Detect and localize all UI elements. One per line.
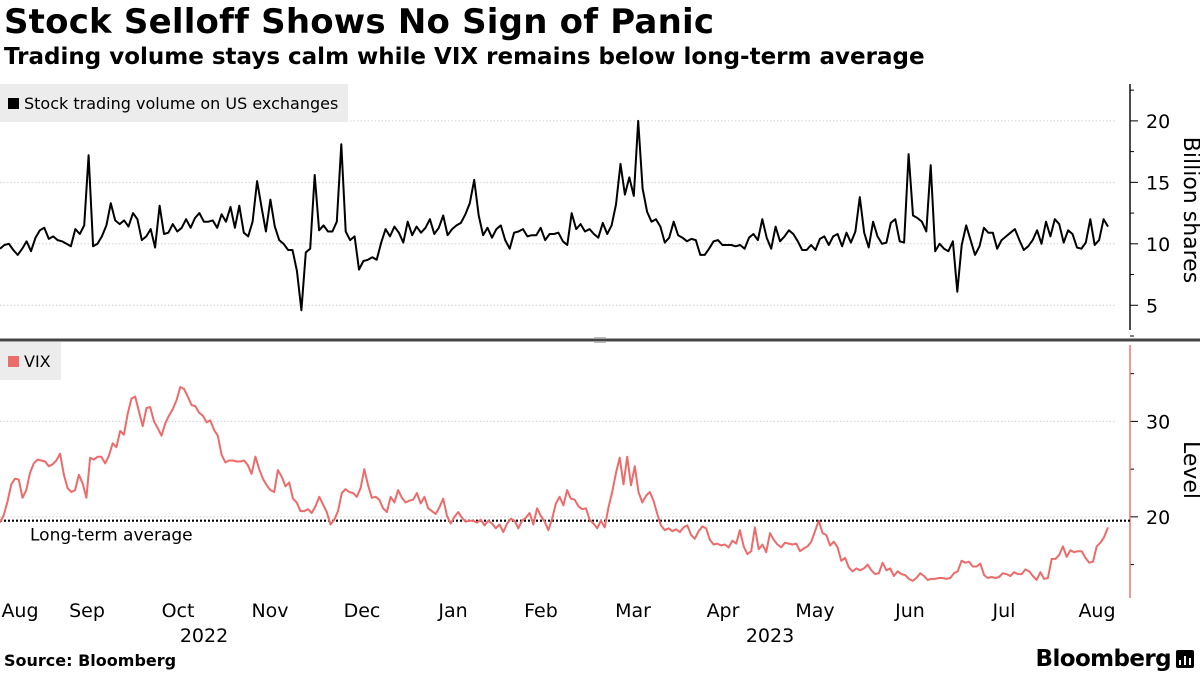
legend-volume-label: Stock trading volume on US exchanges	[24, 93, 339, 113]
volume-axis-title: Billion shares	[1178, 137, 1200, 283]
long-term-average-label: Long-term average	[30, 526, 193, 546]
x-tick-label: Jan	[437, 600, 467, 622]
x-year-label: 2022	[180, 625, 228, 647]
x-tick-label: Mar	[615, 600, 651, 622]
legend-vix-label: VIX	[24, 351, 51, 371]
volume-tick-label: 20	[1146, 111, 1170, 133]
bloomberg-logo: Bloomberg	[1036, 646, 1194, 672]
x-tick-label: Sep	[69, 600, 105, 622]
volume-tick-label: 15	[1146, 172, 1170, 194]
vix-tick-label: 20	[1146, 507, 1170, 529]
x-tick-label: Jul	[992, 600, 1016, 622]
x-tick-label: Apr	[707, 600, 740, 622]
legend-volume: Stock trading volume on US exchanges	[0, 84, 349, 122]
volume-series-line	[0, 119, 1109, 312]
x-tick-label: May	[795, 600, 834, 622]
volume-tick-label: 10	[1146, 234, 1170, 256]
legend-vix-swatch	[8, 355, 19, 367]
vix-series-line	[0, 386, 1109, 582]
legend-vix: VIX	[0, 342, 61, 380]
x-tick-label: Feb	[524, 600, 558, 622]
source-note: Source: Bloomberg	[4, 651, 177, 670]
x-tick-label: Dec	[344, 600, 381, 622]
chart-subtitle: Trading volume stays calm while VIX rema…	[4, 44, 925, 70]
x-year-label: 2023	[746, 625, 794, 647]
chart-title: Stock Selloff Shows No Sign of Panic	[4, 2, 715, 42]
x-tick-label: Aug	[1, 600, 38, 622]
volume-tick-label: 5	[1146, 295, 1158, 317]
vix-axis-title: Level	[1178, 441, 1200, 499]
x-tick-label: Oct	[162, 600, 195, 622]
x-tick-label: Nov	[251, 600, 288, 622]
bloomberg-wordmark: Bloomberg	[1035, 646, 1172, 672]
legend-volume-swatch	[8, 97, 19, 109]
x-tick-label: Aug	[1078, 600, 1115, 622]
bloomberg-terminal-icon	[1176, 650, 1194, 668]
vix-tick-label: 30	[1146, 411, 1170, 433]
x-tick-label: Jun	[894, 600, 925, 622]
